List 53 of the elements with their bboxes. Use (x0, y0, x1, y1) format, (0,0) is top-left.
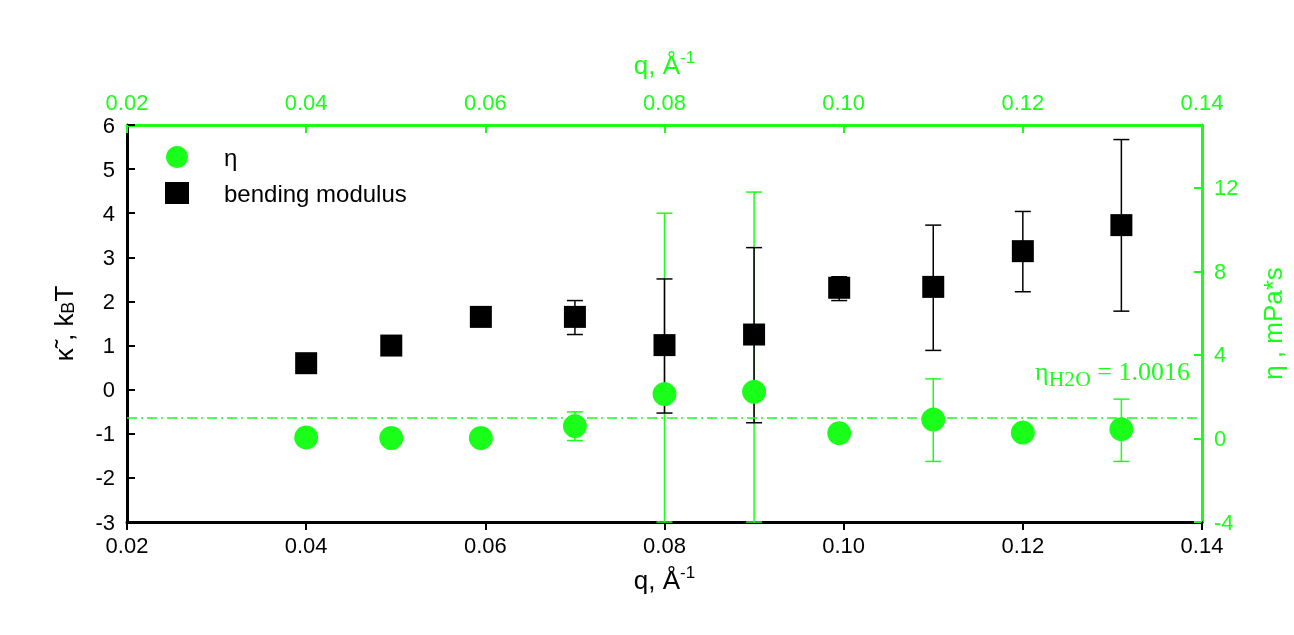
x-tick-label: 0.12 (1001, 532, 1045, 558)
point (468, 426, 493, 450)
y-tick-label: 2 (102, 288, 115, 314)
legend-label: bending modulus (224, 179, 407, 207)
point (563, 305, 586, 328)
point (295, 352, 318, 375)
point (921, 407, 946, 432)
y2-tick-label: 0 (1214, 425, 1227, 451)
point (1109, 417, 1134, 442)
x-tick-label: 0.02 (105, 532, 149, 558)
y-tick-label: 1 (102, 333, 115, 359)
x-tick-label: 0.14 (1180, 532, 1224, 558)
y-tick-label: 5 (102, 156, 115, 182)
x-tick-label: 0.06 (463, 532, 507, 558)
y2-tick-label: 12 (1214, 175, 1239, 201)
y-tick-label: 6 (102, 112, 115, 138)
legend-label: η (224, 143, 238, 171)
point (742, 379, 767, 404)
point (380, 334, 403, 357)
x-tick-label: 0.08 (643, 532, 686, 558)
point (469, 305, 492, 328)
point (743, 323, 766, 346)
point (1110, 214, 1133, 237)
point (562, 414, 587, 439)
point (922, 275, 945, 298)
y-tick-label: -1 (95, 421, 115, 447)
y2-tick-label: 8 (1214, 258, 1227, 284)
point (1011, 240, 1034, 263)
y2-axis-title: η , mPa*s (1258, 267, 1288, 380)
ref-line-label: η$_{H2O}$ = 1.0016 (1035, 357, 1190, 392)
x-tick-label: 0.10 (822, 532, 866, 558)
y-tick-label: 4 (102, 200, 115, 226)
x2-tick-label: 0.14 (1180, 89, 1224, 115)
point (652, 382, 677, 407)
x-tick-label: 0.04 (284, 532, 328, 558)
x2-tick-label: 0.02 (105, 89, 149, 115)
y2-tick-label: -4 (1214, 509, 1234, 535)
x2-tick-label: 0.10 (822, 89, 866, 115)
point (294, 425, 319, 450)
point (1010, 420, 1035, 445)
y-axis-title: κ̃ , kBT (49, 285, 79, 362)
y-tick-label: 0 (102, 377, 115, 403)
y-tick-label: 3 (102, 244, 115, 270)
x2-tick-label: 0.12 (1001, 89, 1045, 115)
point (379, 426, 404, 450)
y-tick-label: -2 (95, 465, 115, 491)
point (827, 421, 852, 446)
point (653, 334, 676, 357)
y-tick-label: -3 (95, 509, 115, 535)
x2-tick-label: 0.04 (284, 89, 328, 115)
y2-tick-label: 4 (1214, 342, 1227, 368)
x2-tick-label: 0.08 (643, 89, 686, 115)
x2-tick-label: 0.06 (463, 89, 507, 115)
